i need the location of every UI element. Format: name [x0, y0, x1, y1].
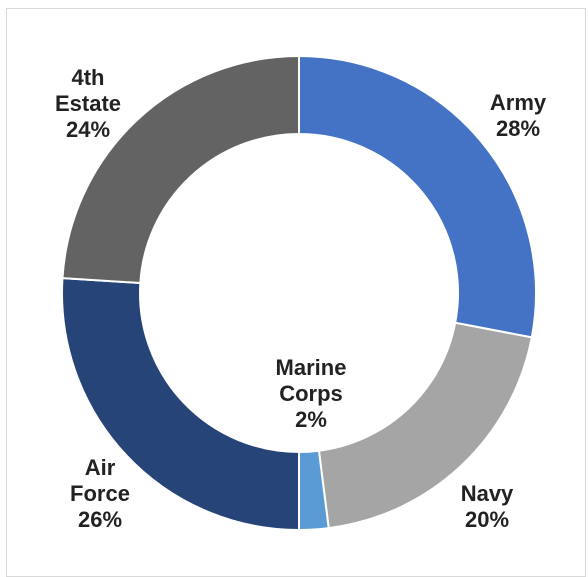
slice-name-label: Corps	[279, 381, 343, 406]
donut-labels: Army 28% Navy 20% Marine Corps 2% Air Force 26% 4t…	[55, 65, 547, 532]
slice-4th-estate	[61, 54, 300, 285]
slice-value-label: 24%	[66, 117, 110, 142]
label-marine-corps: Marine Corps 2%	[276, 355, 347, 432]
slice-name-label: Marine	[276, 355, 347, 380]
slice-name-label: Air	[85, 455, 116, 480]
slice-name-label: Estate	[55, 91, 121, 116]
label-navy: Navy 20%	[461, 481, 514, 532]
label-4th-estate: 4th Estate 24%	[55, 65, 121, 142]
slice-name-label: Force	[70, 481, 130, 506]
slice-army	[298, 54, 537, 339]
slice-name-label: Navy	[461, 481, 514, 506]
slice-value-label: 2%	[295, 407, 327, 432]
slice-value-label: 20%	[465, 507, 509, 532]
donut-slices	[61, 54, 537, 532]
slice-value-label: 26%	[78, 507, 122, 532]
slice-value-label: 28%	[496, 116, 540, 141]
label-air-force: Air Force 26%	[70, 455, 130, 532]
label-army: Army 28%	[490, 90, 547, 141]
slice-name-label: 4th	[72, 65, 105, 90]
slice-air-force	[61, 277, 300, 532]
slice-name-label: Army	[490, 90, 547, 115]
